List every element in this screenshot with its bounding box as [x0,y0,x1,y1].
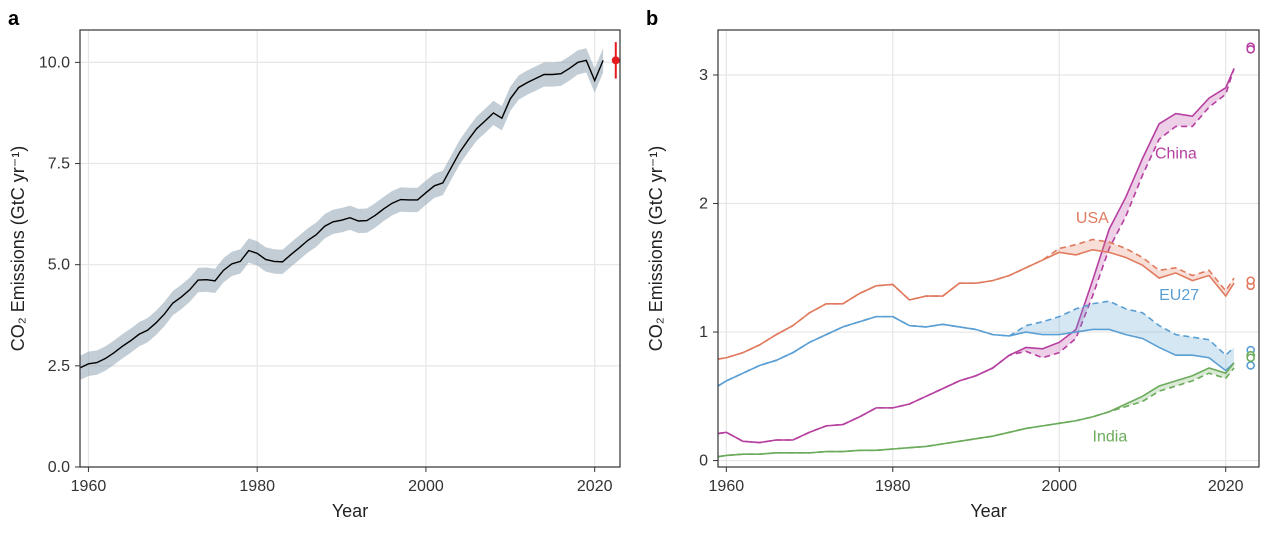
projection-point [612,56,620,64]
figure: a 1960 1980 2000 2020 0.0 2.5 5.0 7.5 10.0 Year CO… [0,0,1277,535]
usa-label: USA [1076,210,1109,227]
uncertainty-band [80,48,603,380]
usa-projection-marker-alt [1247,277,1254,284]
india-projection-marker-alt [1247,354,1254,361]
xtick-label: 2020 [1208,478,1244,495]
india-label: India [1093,428,1128,445]
eu27-label: EU27 [1159,287,1199,304]
x-axis-title: Year [332,501,368,521]
china-label: China [1155,146,1197,163]
china-projection-marker-alt [1247,46,1254,53]
panel-b-label: b [646,8,658,31]
xtick-label: 2020 [577,478,613,495]
india-band [718,363,1234,457]
ytick-label: 7.5 [48,156,70,173]
ytick-label: 2.5 [48,358,70,375]
xtick-label: 2000 [408,478,444,495]
xtick-label: 1980 [239,478,275,495]
china-dashed-line [718,69,1234,443]
eu27-projection-marker [1247,362,1254,369]
ytick-label: 5.0 [48,257,70,274]
chart-a-svg: 1960 1980 2000 2020 0.0 2.5 5.0 7.5 10.0 Year CO₂ … [0,0,638,535]
ytick-label: 1 [699,324,708,341]
ytick-label: 10.0 [39,54,70,71]
panel-a-label: a [8,8,19,31]
xtick-label: 2000 [1041,478,1077,495]
india-solid-line [718,363,1234,457]
y-axis-title: CO₂ Emissions (GtC yr⁻¹) [8,146,28,352]
ytick-label: 3 [699,67,708,84]
china-band [718,69,1234,443]
y-axis-title: CO₂ Emissions (GtC yr⁻¹) [646,146,666,352]
xtick-label: 1960 [709,478,745,495]
india-dashed-line [718,368,1234,457]
china-solid-line [718,69,1234,443]
chart-b-svg: China USA EU27 India 1960 1980 2000 2020 0 1 2 3 Yea… [638,0,1277,535]
ytick-label: 0 [699,453,708,470]
panel-b: b China USA EU27 India 1960 1980 2000 2020 0 1 2 3 Y… [638,0,1277,535]
ytick-label: 0.0 [48,459,70,476]
xtick-label: 1980 [875,478,911,495]
panel-a: a 1960 1980 2000 2020 0.0 2.5 5.0 7.5 10.0 Year CO… [0,0,638,535]
eu27-band [718,301,1234,386]
x-axis-title: Year [970,501,1006,521]
xtick-label: 1960 [71,478,107,495]
ytick-label: 2 [699,196,708,213]
